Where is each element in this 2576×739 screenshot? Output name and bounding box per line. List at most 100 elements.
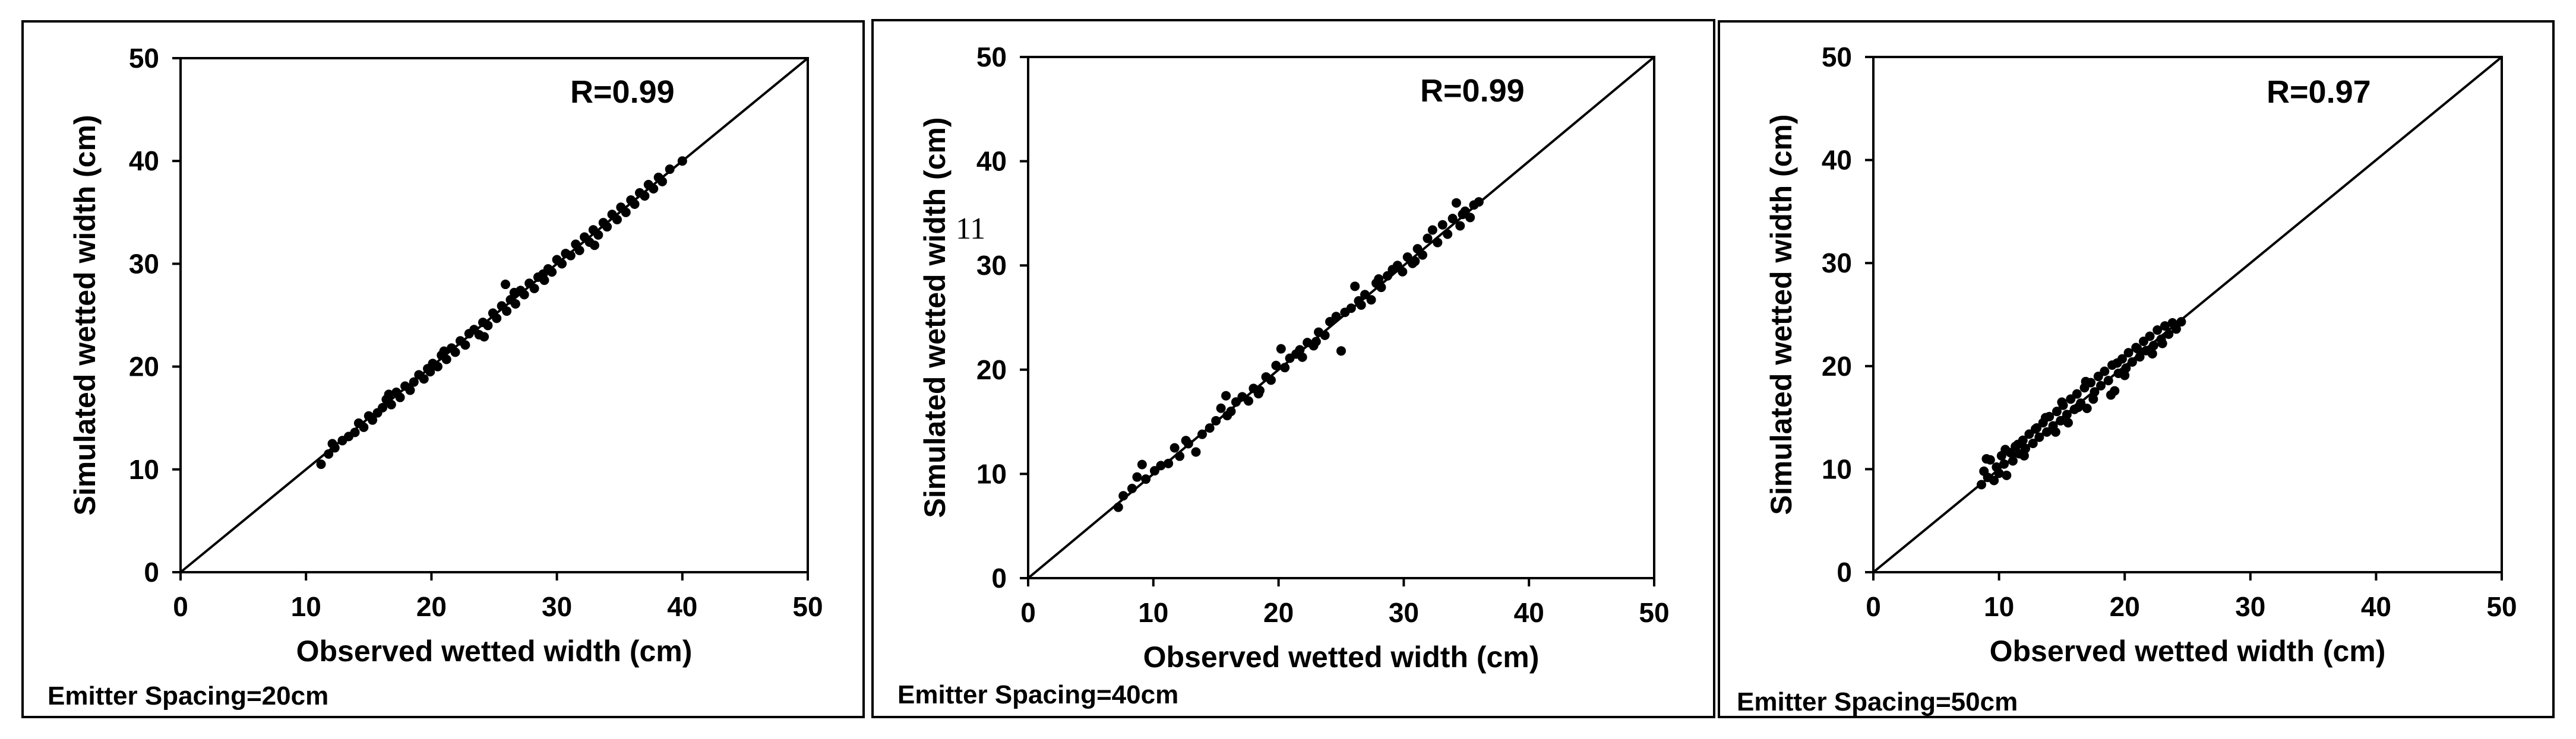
stray-text: 11 [956, 212, 986, 246]
data-point [2147, 348, 2157, 359]
data-point [1423, 233, 1433, 243]
data-point [1994, 468, 2004, 478]
data-point [2042, 427, 2052, 437]
data-point [450, 347, 460, 357]
data-point [1410, 256, 1420, 267]
chart-caption: Emitter Spacing=20cm [48, 681, 329, 711]
data-point [2103, 376, 2113, 386]
data-point [1455, 221, 1465, 231]
data-point [1311, 337, 1321, 347]
data-point [1336, 346, 1346, 356]
data-point [593, 230, 603, 240]
data-point [395, 392, 405, 402]
data-point [350, 427, 360, 437]
data-point [1197, 429, 1208, 439]
data-point [1474, 197, 1484, 207]
data-point [1331, 312, 1341, 322]
x-tick-label: 30 [2235, 591, 2265, 622]
y-tick-label: 40 [129, 145, 159, 176]
plot-area [1027, 56, 1655, 579]
data-point [612, 214, 622, 224]
data-point [492, 313, 502, 323]
chart-panel-2: 0 10 20 30 40 50 0 10 20 30 40 50 Observed wetted wi… [871, 19, 1715, 718]
data-point [1437, 220, 1447, 230]
data-point [1366, 295, 1376, 305]
data-point [1221, 391, 1231, 401]
data-point [316, 459, 326, 470]
x-tick-label: 50 [2486, 591, 2517, 622]
data-point [1350, 281, 1360, 291]
data-point [589, 240, 599, 250]
data-point [2157, 338, 2167, 348]
data-point [2090, 387, 2100, 397]
data-point [1191, 447, 1201, 457]
data-point [2132, 344, 2142, 354]
y-tick-label: 50 [976, 42, 1007, 72]
data-point [2056, 416, 2066, 426]
data-point [1266, 375, 1276, 385]
data-point [547, 267, 557, 277]
data-point [630, 199, 640, 209]
data-point [1118, 491, 1129, 501]
x-axis-label: Observed wetted width (cm) [1990, 635, 2386, 668]
data-point [2106, 390, 2116, 400]
correlation-annotation: R=0.99 [570, 74, 675, 110]
data-point [1981, 454, 1992, 464]
x-tick-label: 20 [2110, 591, 2140, 622]
data-point [640, 191, 650, 201]
data-point [2120, 370, 2130, 380]
data-point [2100, 366, 2110, 376]
data-point [1127, 483, 1137, 493]
data-point [1297, 352, 1307, 362]
scatter-chart-3: 0 10 20 30 40 50 0 10 20 30 40 50 Observed wetted wi… [1765, 42, 2517, 668]
data-point [2127, 357, 2137, 367]
x-tick-label: 0 [173, 591, 188, 622]
data-point [386, 399, 396, 410]
data-point [1149, 466, 1159, 476]
y-tick-label: 10 [1822, 453, 1852, 484]
data-point [425, 367, 435, 377]
data-point [384, 389, 394, 399]
data-point [2171, 324, 2181, 334]
data-point [1276, 344, 1286, 354]
y-tick-label: 50 [129, 43, 159, 74]
data-point [539, 275, 549, 286]
data-point [1271, 360, 1281, 370]
y-tick-label: 50 [1822, 42, 1852, 72]
data-point [439, 346, 449, 356]
data-point [441, 354, 451, 364]
data-point [2082, 403, 2092, 413]
data-point [602, 222, 612, 232]
y-axis-label: Simulated wetted width (cm) [1765, 114, 1798, 515]
data-point [2000, 445, 2011, 455]
data-point [1253, 389, 1263, 399]
data-point [1156, 461, 1166, 471]
data-point [2123, 348, 2134, 358]
data-point [1376, 283, 1386, 293]
data-point [1137, 459, 1147, 470]
data-point [2066, 394, 2076, 404]
data-point [502, 306, 512, 316]
data-point [2121, 363, 2131, 373]
data-point [2095, 380, 2106, 391]
y-tick-label: 20 [1822, 351, 1852, 382]
y-axis-label: Simulated wetted width (cm) [68, 115, 102, 515]
data-point [1205, 423, 1215, 433]
data-point [1976, 480, 1986, 490]
data-point [1175, 451, 1185, 461]
data-point [658, 176, 668, 186]
x-axis-label: Observed wetted width (cm) [1143, 640, 1540, 674]
data-point [519, 290, 529, 300]
one-to-one-line [1872, 56, 2503, 573]
x-tick-label: 40 [667, 591, 697, 622]
data-point [649, 183, 659, 194]
data-point [2050, 427, 2060, 437]
x-tick-label: 20 [1263, 597, 1294, 628]
data-point [419, 374, 429, 384]
x-tick-label: 10 [1984, 591, 2014, 622]
y-tick-label: 30 [1822, 248, 1852, 278]
data-point [460, 340, 470, 350]
data-point [1164, 458, 1174, 468]
data-point [1447, 214, 1458, 224]
data-point [1433, 237, 1443, 248]
